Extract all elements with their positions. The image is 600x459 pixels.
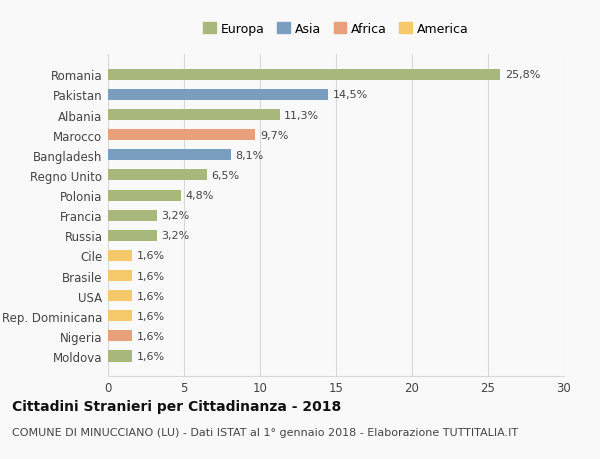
Text: COMUNE DI MINUCCIANO (LU) - Dati ISTAT al 1° gennaio 2018 - Elaborazione TUTTITA: COMUNE DI MINUCCIANO (LU) - Dati ISTAT a… bbox=[12, 427, 518, 437]
Text: 1,6%: 1,6% bbox=[137, 291, 165, 301]
Bar bbox=[108, 190, 181, 201]
Text: 6,5%: 6,5% bbox=[211, 171, 239, 180]
Bar bbox=[108, 330, 133, 341]
Bar bbox=[108, 90, 328, 101]
Bar bbox=[108, 150, 231, 161]
Text: 1,6%: 1,6% bbox=[137, 251, 165, 261]
Bar bbox=[108, 230, 157, 241]
Bar bbox=[108, 110, 280, 121]
Text: 11,3%: 11,3% bbox=[284, 110, 319, 120]
Text: 8,1%: 8,1% bbox=[236, 151, 264, 161]
Text: 9,7%: 9,7% bbox=[260, 130, 289, 140]
Bar bbox=[108, 311, 133, 322]
Bar bbox=[108, 130, 256, 141]
Bar bbox=[108, 250, 133, 262]
Text: 4,8%: 4,8% bbox=[185, 190, 214, 201]
Text: Cittadini Stranieri per Cittadinanza - 2018: Cittadini Stranieri per Cittadinanza - 2… bbox=[12, 399, 341, 413]
Text: 25,8%: 25,8% bbox=[505, 70, 540, 80]
Text: 3,2%: 3,2% bbox=[161, 231, 190, 241]
Text: 14,5%: 14,5% bbox=[333, 90, 368, 100]
Bar bbox=[108, 70, 500, 81]
Bar bbox=[108, 270, 133, 281]
Text: 1,6%: 1,6% bbox=[137, 271, 165, 281]
Text: 1,6%: 1,6% bbox=[137, 311, 165, 321]
Text: 3,2%: 3,2% bbox=[161, 211, 190, 221]
Bar bbox=[108, 210, 157, 221]
Bar bbox=[108, 291, 133, 302]
Bar bbox=[108, 170, 207, 181]
Text: 1,6%: 1,6% bbox=[137, 331, 165, 341]
Legend: Europa, Asia, Africa, America: Europa, Asia, Africa, America bbox=[203, 23, 469, 36]
Text: 1,6%: 1,6% bbox=[137, 351, 165, 361]
Bar bbox=[108, 351, 133, 362]
